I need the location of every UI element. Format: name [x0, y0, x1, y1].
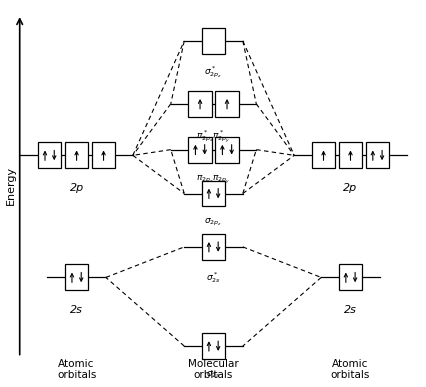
Text: $\sigma^*_{2p_z}$: $\sigma^*_{2p_z}$	[204, 65, 222, 80]
Text: $\sigma_{2s}$: $\sigma_{2s}$	[206, 370, 221, 380]
Text: $\pi^*_{2p_x}\pi^*_{2p_y}$: $\pi^*_{2p_x}\pi^*_{2p_y}$	[196, 127, 230, 144]
FancyBboxPatch shape	[65, 264, 88, 290]
FancyBboxPatch shape	[338, 264, 361, 290]
FancyBboxPatch shape	[188, 137, 211, 163]
FancyBboxPatch shape	[311, 142, 334, 168]
Text: Energy: Energy	[6, 166, 15, 205]
FancyBboxPatch shape	[201, 180, 225, 207]
Text: Atomic
orbitals: Atomic orbitals	[57, 359, 96, 380]
Text: 2s: 2s	[343, 305, 356, 315]
Text: $\pi_{2p_x}\pi_{2p_y}$: $\pi_{2p_x}\pi_{2p_y}$	[196, 173, 230, 186]
FancyBboxPatch shape	[338, 142, 361, 168]
FancyBboxPatch shape	[215, 91, 238, 117]
FancyBboxPatch shape	[38, 142, 61, 168]
Text: 2s: 2s	[70, 305, 83, 315]
FancyBboxPatch shape	[201, 28, 225, 54]
Text: Atomic
orbitals: Atomic orbitals	[330, 359, 369, 380]
FancyBboxPatch shape	[65, 142, 88, 168]
FancyBboxPatch shape	[365, 142, 388, 168]
FancyBboxPatch shape	[201, 333, 225, 359]
Text: Molecular
orbitals: Molecular orbitals	[188, 359, 239, 380]
Text: $\sigma_{2p_z}$: $\sigma_{2p_z}$	[204, 217, 222, 228]
FancyBboxPatch shape	[215, 137, 238, 163]
Text: 2p: 2p	[69, 183, 83, 193]
Text: 2p: 2p	[343, 183, 357, 193]
FancyBboxPatch shape	[92, 142, 115, 168]
FancyBboxPatch shape	[201, 234, 225, 260]
Text: $\sigma^*_{2s}$: $\sigma^*_{2s}$	[206, 271, 221, 286]
FancyBboxPatch shape	[188, 91, 211, 117]
